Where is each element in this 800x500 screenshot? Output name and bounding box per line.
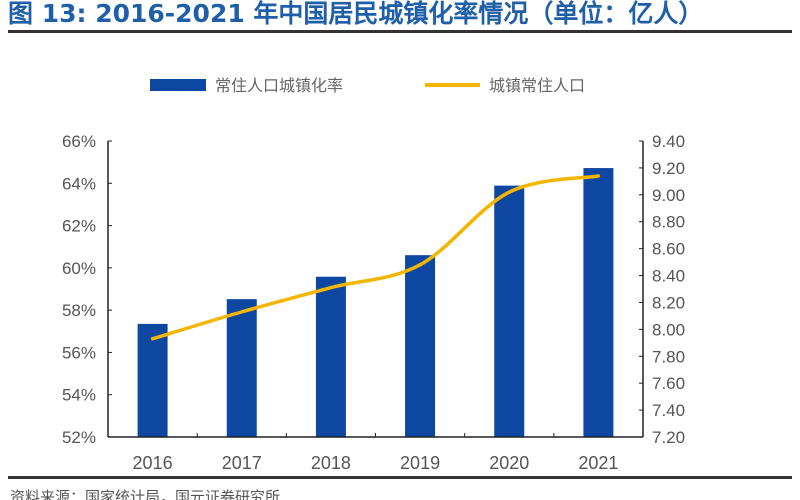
legend-label-bar: 常住人口城镇化率 [215, 77, 343, 95]
bottom-rule [8, 476, 792, 479]
bar-2018 [315, 276, 346, 437]
right-tick-label: 8.00 [652, 320, 685, 339]
x-tick-label: 2018 [311, 453, 351, 473]
right-tick-label: 7.40 [652, 401, 685, 420]
right-tick-label: 7.60 [652, 374, 685, 393]
right-tick-label: 9.40 [652, 132, 685, 151]
right-tick-label: 8.60 [652, 240, 685, 259]
line-series-urban-population [150, 174, 601, 341]
figure-title: 图 13: 2016-2021 年中国居民城镇化率情况（单位：亿人） [8, 0, 704, 28]
line-point-2020 [507, 190, 511, 194]
line-point-2019 [418, 263, 422, 267]
top-rule [8, 30, 792, 33]
right-tick-label: 9.00 [652, 186, 685, 205]
right-tick-label: 7.20 [652, 428, 685, 447]
bar-2016 [137, 323, 168, 437]
left-tick-label: 58% [62, 301, 96, 320]
left-tick-label: 56% [62, 343, 96, 362]
legend-bar-swatch [150, 79, 206, 91]
line-point-2018 [329, 286, 333, 290]
bar-2021 [583, 168, 614, 437]
x-tick-label: 2021 [578, 453, 618, 473]
x-tick-label: 2020 [489, 453, 529, 473]
x-tick-label: 2017 [222, 453, 262, 473]
line-point-2017 [240, 310, 244, 314]
source-note: 资料来源：国家统计局，国元证券研究所 [10, 488, 281, 500]
left-tick-label: 64% [62, 174, 96, 193]
right-tick-label: 7.80 [652, 347, 685, 366]
line-point-2021 [596, 174, 600, 178]
right-tick-label: 8.80 [652, 213, 685, 232]
bar-2020 [494, 185, 525, 437]
bar-2019 [405, 255, 436, 437]
bar-2017 [226, 299, 257, 437]
left-tick-label: 66% [62, 132, 96, 151]
right-tick-label: 9.20 [652, 159, 685, 178]
right-tick-label: 8.40 [652, 267, 685, 286]
left-tick-label: 54% [62, 386, 96, 405]
left-tick-label: 62% [62, 217, 96, 236]
left-tick-label: 52% [62, 428, 96, 447]
right-tick-label: 8.20 [652, 293, 685, 312]
x-tick-label: 2019 [400, 453, 440, 473]
chart-svg: 常住人口城镇化率 城镇常住人口 52% 54% 56% 58% 60% 62% 64% 66% 7.… [62, 77, 685, 473]
legend-label-line: 城镇常住人口 [489, 77, 585, 95]
x-tick-label: 2016 [133, 453, 173, 473]
line-point-2016 [151, 337, 155, 341]
left-tick-label: 60% [62, 259, 96, 278]
